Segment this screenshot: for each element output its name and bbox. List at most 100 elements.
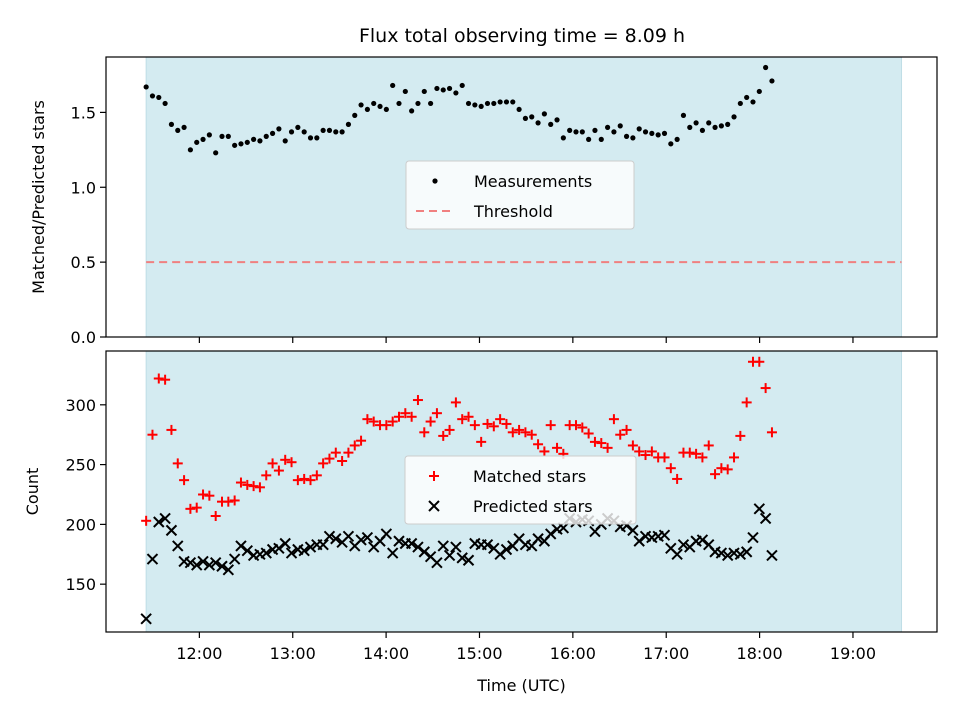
predicted-star-marker <box>633 535 645 547</box>
measurement-point <box>459 82 465 89</box>
matched-star-marker <box>444 424 455 435</box>
measurement-point <box>535 120 541 126</box>
measurement-point <box>409 108 415 114</box>
matched-star-marker <box>545 420 556 431</box>
predicted-star-marker <box>241 544 253 557</box>
matched-star-marker <box>223 496 234 507</box>
measurement-point <box>706 120 712 126</box>
measurement-point <box>402 88 408 95</box>
matched-star-marker <box>280 454 291 465</box>
predicted-star-marker <box>216 560 228 572</box>
measurement-point <box>503 99 510 105</box>
predicted-star-marker <box>222 564 235 576</box>
predicted-star-marker <box>412 541 424 553</box>
predicted-star-marker <box>443 549 456 562</box>
measurement-point <box>680 112 687 118</box>
predicted-star-marker <box>165 524 178 537</box>
predicted-star-marker <box>380 528 393 540</box>
figure-title: Flux total observing time = 8.09 h <box>359 25 685 47</box>
matched-star-marker <box>438 430 449 441</box>
predicted-star-marker <box>437 540 449 552</box>
matched-star-marker <box>235 477 246 488</box>
legend-marker-measurements <box>432 178 438 184</box>
matched-star-marker <box>160 374 171 385</box>
matched-star-marker <box>608 414 619 425</box>
predicted-star-marker <box>532 533 544 545</box>
matched-star-marker <box>292 475 303 486</box>
predicted-star-marker <box>159 512 171 525</box>
measurement-point <box>554 117 560 123</box>
matched-star-marker <box>337 456 348 467</box>
count-y-axis-label: Count <box>23 468 42 516</box>
measurement-point <box>573 129 579 135</box>
time-x-ticks: 12:00 13:00 14:00 15:00 16:00 17:00 18:00 19:00 <box>176 632 876 663</box>
measurements-series <box>143 64 775 156</box>
measurement-point <box>428 100 434 107</box>
measurement-point <box>282 138 288 144</box>
predicted-star-marker <box>450 541 462 553</box>
measurement-point <box>510 99 516 105</box>
matched-star-marker <box>210 511 221 522</box>
predicted-star-marker <box>172 540 184 552</box>
measurement-point <box>301 129 307 135</box>
measurement-point <box>668 141 674 147</box>
measurement-point <box>200 136 206 142</box>
matched-star-marker <box>305 475 316 486</box>
predicted-star-marker <box>298 544 310 557</box>
predicted-star-marker <box>323 530 336 543</box>
measurement-point <box>181 124 187 130</box>
matched-star-marker <box>672 473 683 484</box>
x-tick-label: 18:00 <box>737 644 783 663</box>
matched-star-marker <box>570 420 581 431</box>
predicted-star-marker <box>304 541 317 553</box>
matched-star-marker <box>261 470 272 481</box>
ratio-x-ticks <box>198 337 854 343</box>
predicted-star-marker <box>759 512 772 525</box>
predicted-star-marker <box>209 556 222 569</box>
matched-star-marker <box>311 470 322 481</box>
matched-star-marker <box>665 463 676 474</box>
measurement-point <box>377 103 383 110</box>
measurement-point <box>314 135 320 141</box>
predicted-star-marker <box>462 554 475 566</box>
matched-star-marker <box>602 442 613 453</box>
measurement-point <box>156 94 162 101</box>
measurement-point <box>763 64 769 71</box>
matched-star-marker <box>766 427 777 438</box>
predicted-star-marker <box>715 547 728 559</box>
legend-box <box>405 160 635 230</box>
predicted-star-marker <box>228 553 241 565</box>
matched-star-marker <box>463 411 474 422</box>
measurement-point <box>295 124 301 130</box>
ratio-y-ticks: 0.0 0.5 1.0 1.5 <box>71 103 106 347</box>
count-panel: 150 200 250 300 12:00 13:00 14:00 15:00 16:00 17… <box>23 350 938 695</box>
measurement-point <box>345 121 352 127</box>
measurement-point <box>522 115 529 121</box>
predicted-star-marker <box>671 548 683 560</box>
predicted-star-marker <box>153 516 165 528</box>
matched-star-marker <box>760 383 771 394</box>
measurement-point <box>478 103 484 110</box>
measurement-point <box>251 136 257 142</box>
legend-label: Measurements <box>474 172 592 191</box>
measurement-point <box>497 99 503 105</box>
measurement-point <box>604 124 611 130</box>
predicted-star-marker <box>431 556 443 569</box>
matched-star-marker <box>488 421 499 432</box>
measurement-point <box>288 129 295 135</box>
measurement-point <box>149 93 156 99</box>
matched-star-marker <box>722 464 733 475</box>
predicted-star-marker <box>191 559 203 571</box>
measurement-point <box>415 100 421 107</box>
legend-label: Threshold <box>473 202 553 221</box>
matched-star-marker <box>691 448 702 459</box>
predicted-star-marker <box>766 549 778 562</box>
matched-star-marker <box>589 436 600 447</box>
predicted-star-marker <box>361 531 374 544</box>
predicted-star-marker <box>203 559 216 571</box>
measurement-point <box>636 126 642 132</box>
matched-star-marker <box>425 416 436 427</box>
measurement-point <box>611 129 617 135</box>
measurement-point <box>598 136 604 142</box>
x-tick-label: 12:00 <box>176 644 222 663</box>
